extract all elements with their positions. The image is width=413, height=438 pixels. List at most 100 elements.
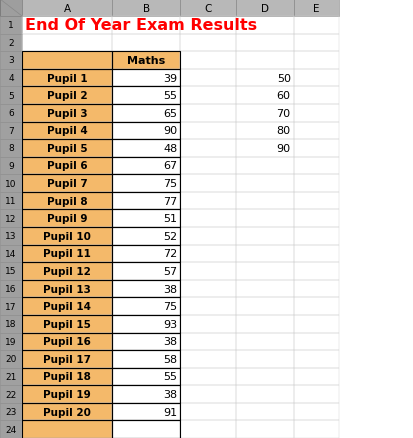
Text: 55: 55	[163, 91, 177, 101]
Text: 39: 39	[163, 74, 177, 83]
Bar	[22, 385, 112, 403]
Text: 75: 75	[163, 301, 177, 311]
Bar	[0, 35, 22, 52]
Bar	[180, 122, 235, 140]
Bar	[22, 35, 112, 52]
Bar	[180, 70, 235, 87]
Bar	[235, 280, 293, 298]
Bar	[112, 315, 180, 333]
Text: 10: 10	[5, 179, 17, 188]
Bar	[180, 35, 235, 52]
Text: 72: 72	[163, 249, 177, 259]
Text: 22: 22	[5, 390, 17, 399]
Bar	[293, 35, 338, 52]
Bar	[22, 157, 112, 175]
Bar	[22, 245, 112, 263]
Bar	[180, 192, 235, 210]
Text: Pupil 5: Pupil 5	[47, 144, 87, 154]
Bar	[235, 368, 293, 385]
Bar	[112, 350, 180, 368]
Bar	[112, 105, 180, 122]
Bar	[22, 52, 112, 70]
Bar	[112, 210, 180, 227]
Bar	[22, 350, 112, 368]
Bar	[0, 0, 22, 17]
Bar	[293, 298, 338, 315]
Text: 38: 38	[163, 284, 177, 294]
Bar	[235, 52, 293, 70]
Text: 5: 5	[8, 92, 14, 100]
Bar	[0, 0, 22, 17]
Bar	[235, 35, 293, 52]
Bar	[22, 87, 112, 105]
Bar	[180, 385, 235, 403]
Bar	[0, 52, 22, 70]
Bar	[235, 263, 293, 280]
Bar	[235, 245, 293, 263]
Text: 14: 14	[5, 249, 17, 258]
Bar	[112, 122, 180, 140]
Bar	[293, 368, 338, 385]
Bar	[22, 368, 112, 385]
Bar	[0, 263, 22, 280]
Text: 51: 51	[163, 214, 177, 224]
Text: 75: 75	[163, 179, 177, 189]
Text: Pupil 3: Pupil 3	[47, 109, 87, 118]
Bar	[22, 298, 112, 315]
Bar	[112, 122, 180, 140]
Bar	[112, 175, 180, 192]
Bar	[293, 263, 338, 280]
Bar	[112, 280, 180, 298]
Bar	[22, 315, 112, 333]
Bar	[112, 192, 180, 210]
Bar	[293, 0, 338, 17]
Bar	[22, 263, 112, 280]
Bar	[180, 175, 235, 192]
Bar	[22, 280, 112, 298]
Bar	[112, 263, 180, 280]
Bar	[112, 52, 180, 70]
Bar	[22, 333, 112, 350]
Bar	[112, 140, 180, 157]
Bar	[112, 350, 180, 368]
Text: 13: 13	[5, 232, 17, 241]
Bar	[293, 17, 338, 35]
Text: 15: 15	[5, 267, 17, 276]
Bar	[235, 298, 293, 315]
Bar	[0, 403, 22, 420]
Bar	[180, 263, 235, 280]
Bar	[112, 403, 180, 420]
Bar	[22, 52, 112, 70]
Text: Pupil 6: Pupil 6	[47, 161, 87, 171]
Text: 60: 60	[276, 91, 290, 101]
Text: 12: 12	[5, 214, 17, 223]
Bar	[22, 280, 112, 298]
Bar	[293, 315, 338, 333]
Bar	[112, 245, 180, 263]
Bar	[112, 210, 180, 227]
Bar	[293, 210, 338, 227]
Bar	[0, 105, 22, 122]
Bar	[22, 70, 112, 87]
Bar	[22, 157, 112, 175]
Bar	[22, 333, 112, 350]
Text: Pupil 4: Pupil 4	[47, 126, 87, 136]
Text: 65: 65	[163, 109, 177, 118]
Bar	[293, 210, 338, 227]
Bar	[293, 175, 338, 192]
Bar	[0, 122, 22, 140]
Bar	[180, 333, 235, 350]
Text: 48: 48	[163, 144, 177, 154]
Bar	[293, 87, 338, 105]
Bar	[180, 420, 235, 438]
Bar	[180, 105, 235, 122]
Bar	[293, 140, 338, 157]
Bar	[180, 122, 235, 140]
Bar	[293, 87, 338, 105]
Text: Pupil 9: Pupil 9	[47, 214, 87, 224]
Bar	[22, 157, 112, 175]
Text: 11: 11	[5, 197, 17, 206]
Bar	[0, 245, 22, 263]
Bar	[112, 122, 180, 140]
Bar	[112, 280, 180, 298]
